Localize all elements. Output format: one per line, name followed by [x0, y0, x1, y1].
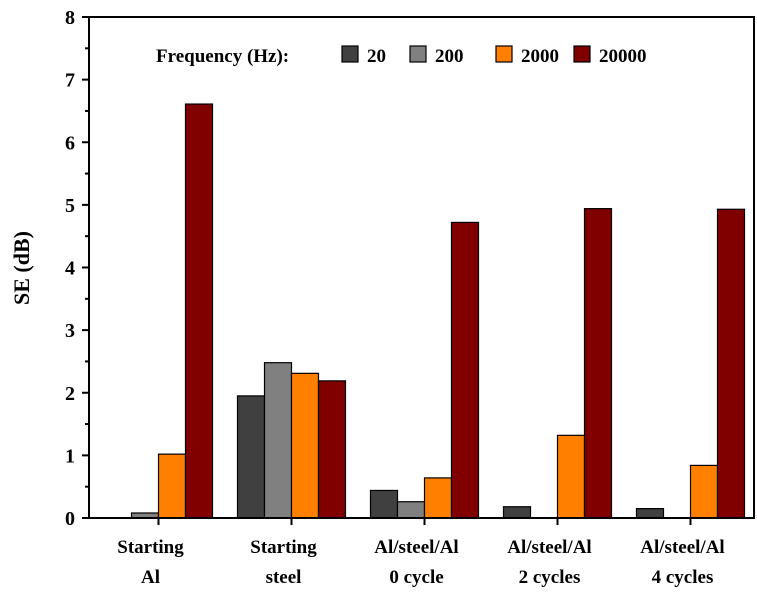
bar-20-2	[369, 489, 399, 519]
y-axis-ticks: 0 1 2 3 4 5 6 7 8	[65, 7, 89, 530]
legend-swatch-2000	[495, 45, 513, 63]
legend-swatch-20	[341, 45, 359, 63]
x-tick-label: Al	[141, 567, 160, 588]
y-tick-label: 3	[65, 320, 75, 342]
bar-2000-2	[423, 477, 453, 519]
bar-2000-4	[689, 464, 719, 519]
y-tick-label: 1	[65, 445, 75, 467]
x-tick-label: Al/steel/Al	[507, 537, 591, 558]
bar-20-3	[502, 506, 532, 519]
x-tick-label: 4 cycles	[652, 567, 714, 588]
plot-frame	[88, 16, 755, 519]
legend-label-2000: 2000	[521, 46, 559, 67]
bar-2000-0	[157, 453, 187, 519]
x-tick-label: Al/steel/Al	[374, 537, 458, 558]
x-tick-label: Starting	[117, 537, 184, 558]
bar-20000-3	[583, 208, 613, 519]
x-axis-tick-labels: Starting Al Starting steel Al/steel/Al 0 cycl…	[117, 518, 725, 588]
y-axis-title: SE (dB)	[9, 231, 34, 305]
bar-200-2	[396, 501, 426, 519]
bar-20-1	[236, 395, 266, 519]
bar-2000-1	[290, 372, 320, 519]
bar-20000-0	[184, 103, 214, 519]
bar-20000-1	[317, 380, 347, 519]
legend-label-20000: 20000	[599, 46, 647, 67]
y-tick-label: 7	[65, 70, 75, 92]
x-tick-label: 0 cycle	[389, 567, 443, 588]
y-tick-label: 2	[65, 383, 75, 405]
y-tick-label: 8	[65, 7, 75, 29]
bar-20-4	[635, 508, 665, 519]
x-tick-label: 2 cycles	[519, 567, 581, 588]
y-tick-label: 6	[65, 132, 75, 154]
legend-label-200: 200	[435, 46, 464, 67]
x-tick-label: Starting	[250, 537, 317, 558]
y-tick-label: 0	[65, 508, 75, 530]
bar-20000-4	[716, 208, 746, 519]
legend-title: Frequency (Hz):	[156, 46, 289, 67]
x-tick-label: Al/steel/Al	[640, 537, 724, 558]
bar-200-1	[263, 362, 293, 519]
bar-20000-2	[450, 221, 480, 519]
x-tick-label: steel	[266, 567, 302, 588]
y-tick-label: 5	[65, 195, 75, 217]
y-tick-label: 4	[65, 258, 75, 280]
legend-label-20: 20	[367, 46, 386, 67]
legend-swatch-20000	[573, 45, 591, 63]
legend-swatch-200	[409, 45, 427, 63]
legend: Frequency (Hz): 20 200 2000 20000	[156, 45, 647, 67]
bar-2000-3	[556, 434, 586, 519]
bars	[130, 103, 746, 519]
